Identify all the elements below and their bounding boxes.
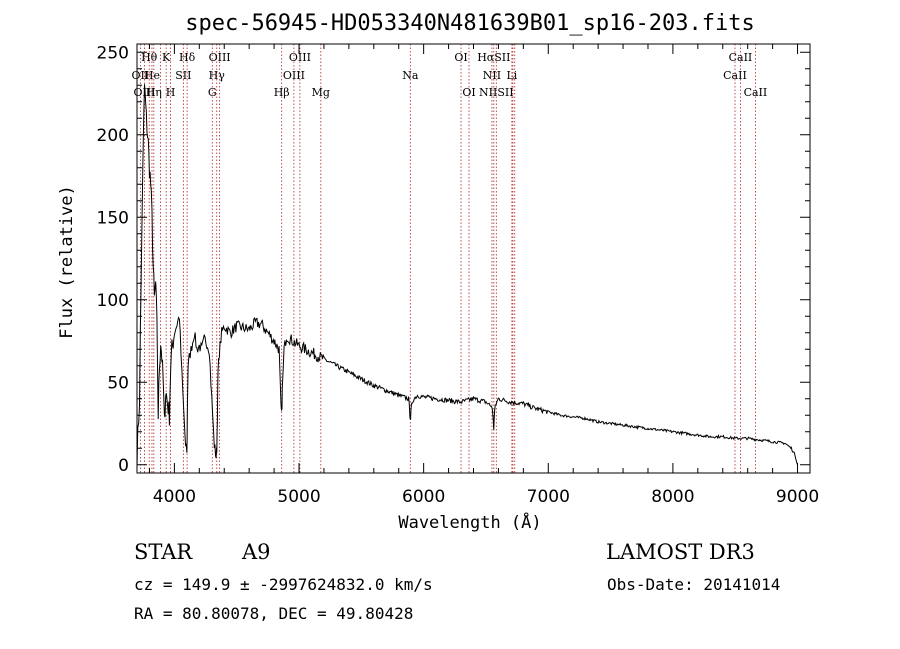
chart-title: spec-56945-HD053340N481639B01_sp16-203.f… <box>185 11 755 36</box>
coordinates-readout: RA = 80.80078, DEC = 49.80428 <box>134 604 414 623</box>
y-tick-label: 250 <box>97 43 129 63</box>
line-label: Na <box>402 69 419 82</box>
redshift-readout: cz = 149.9 ± -2997624832.0 km/s <box>134 575 433 594</box>
object-type: STAR <box>134 540 193 564</box>
line-label: Hγ <box>209 69 226 82</box>
line-label: SII <box>175 69 191 82</box>
line-label: Hδ <box>179 51 196 64</box>
object-subclass: A9 <box>242 540 271 564</box>
y-tick-label: 50 <box>107 373 129 393</box>
y-tick-label: 0 <box>118 456 129 476</box>
y-tick-label: 100 <box>97 291 129 311</box>
observation-date: Obs-Date: 20141014 <box>607 575 781 594</box>
y-tick-label: 150 <box>97 208 129 228</box>
line-markers <box>139 44 756 473</box>
line-label: He <box>144 69 160 82</box>
y-tick-label: 200 <box>97 126 129 146</box>
line-label: OIII <box>209 51 231 64</box>
line-label: OI <box>454 51 467 64</box>
x-tick-label: 8000 <box>651 487 694 507</box>
survey-name: LAMOST DR3 <box>606 540 755 564</box>
line-label: OIII <box>283 69 305 82</box>
line-label: Hη <box>146 86 162 99</box>
line-label: Hβ <box>274 86 290 99</box>
y-axis-ticks: 0 50 100 150 200 250 <box>97 43 810 476</box>
x-tick-label: 4000 <box>153 487 196 507</box>
x-axis-ticks: 4000 5000 6000 7000 8000 9000 <box>148 44 819 507</box>
line-label: Li <box>506 69 517 82</box>
y-axis-label: Flux (relative) <box>57 185 77 339</box>
x-tick-label: 5000 <box>277 487 320 507</box>
line-label: CaII <box>744 86 768 99</box>
line-label: CaII <box>729 51 753 64</box>
line-label: NIISII <box>479 86 514 99</box>
plot-frame <box>136 43 811 474</box>
line-label: OII <box>132 69 150 82</box>
line-label: Hθ <box>141 51 158 64</box>
line-label: OI <box>462 86 475 99</box>
line-label: CaII <box>723 69 747 82</box>
line-label: Mg <box>312 86 330 99</box>
x-axis-label: Wavelength (Å) <box>398 511 541 533</box>
x-tick-label: 7000 <box>527 487 570 507</box>
line-label: NII <box>483 69 501 82</box>
line-label: OIII <box>289 51 311 64</box>
x-tick-label: 6000 <box>402 487 445 507</box>
line-label: HαSII <box>477 51 510 64</box>
line-label: K <box>162 51 171 64</box>
spectrum-line <box>136 84 798 469</box>
line-label: H <box>166 86 176 99</box>
x-tick-label: 9000 <box>776 487 819 507</box>
line-label: G <box>208 86 217 99</box>
